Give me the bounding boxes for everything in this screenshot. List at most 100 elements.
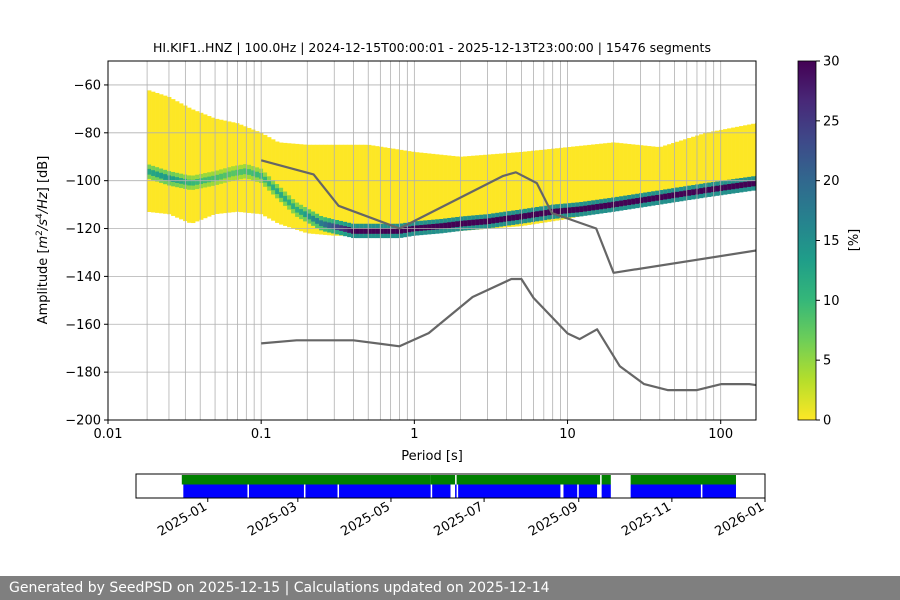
heatmap-cell [287, 199, 292, 206]
heatmap-cell [683, 190, 688, 197]
heatmap-cell [747, 124, 752, 187]
heatmap-cell [223, 172, 228, 179]
heatmap-cell [703, 187, 708, 194]
heatmap-cell [403, 150, 408, 234]
heatmap-cell [307, 144, 312, 234]
heatmap-cell [303, 144, 308, 233]
heatmap-cell [535, 150, 540, 224]
heatmap-cell [367, 228, 372, 234]
heatmap-cell [563, 207, 568, 214]
heatmap-cell [363, 144, 368, 236]
heatmap-cell [327, 222, 332, 229]
heatmap-cell [395, 228, 400, 234]
heatmap-cell [443, 155, 448, 232]
heatmap-cell [431, 153, 436, 233]
heatmap-cell [475, 219, 480, 226]
heatmap-cell [471, 155, 476, 230]
heatmap-cell [527, 151, 532, 225]
heatmap-cell [455, 156, 460, 232]
heatmap-cell [591, 204, 596, 211]
heatmap-cell [751, 123, 756, 186]
y-label-part: 2 [35, 230, 45, 236]
heatmap-cell [719, 185, 724, 191]
heatmap-cell [279, 192, 284, 198]
heatmap-cell [511, 214, 516, 221]
heatmap-cell [575, 146, 580, 217]
availability-segment [248, 484, 304, 498]
heatmap-cell [551, 148, 556, 222]
heatmap-cell [187, 107, 192, 223]
figure: HI.KIF1..HNZ | 100.0Hz | 2024-12-15T00:0… [35, 40, 862, 540]
y-tick-label: −60 [74, 78, 101, 93]
heatmap-cell [679, 191, 684, 197]
heatmap-cell [275, 141, 280, 223]
y-tick-label: −100 [65, 174, 101, 189]
heatmap-cell [739, 182, 744, 189]
heatmap-cell [223, 120, 228, 214]
heatmap-cell [539, 210, 544, 217]
heatmap-cell [339, 225, 344, 231]
y-axis: −200 −180 −160 −140 −120 −100 −80 −60 [65, 78, 108, 429]
availability-segment [563, 484, 578, 498]
heatmap-cell [427, 224, 432, 231]
heatmap-cell [331, 144, 336, 236]
heatmap-cell [295, 206, 300, 213]
heatmap-cell [555, 148, 560, 221]
heatmap-cell [631, 144, 636, 206]
heatmap-cell [643, 196, 648, 203]
heatmap-cell [491, 217, 496, 224]
heatmap-cell [647, 146, 652, 203]
heatmap-cell [387, 228, 392, 234]
heatmap-cell [395, 149, 400, 235]
heatmap-cell [579, 206, 584, 213]
heatmap-cell [311, 215, 316, 222]
heatmap-cell [311, 144, 316, 234]
heatmap-cell [287, 143, 292, 228]
y-label-part: /Hz [36, 191, 51, 214]
heatmap-cell [731, 127, 736, 189]
heatmap-cell [735, 126, 740, 189]
heatmap-cell [203, 114, 208, 219]
heatmap-cell [671, 192, 676, 199]
heatmap-cell [163, 95, 168, 214]
heatmap-cell [659, 146, 664, 200]
heatmap-cell [587, 144, 592, 215]
heatmap-cell [375, 146, 380, 236]
heatmap-cell [299, 144, 304, 232]
heatmap-cell [423, 224, 428, 231]
x-tick-label: 10 [559, 427, 576, 442]
colorbar-tick-label: 15 [823, 234, 840, 249]
heatmap-cell [691, 136, 696, 195]
heatmap-cell [391, 148, 396, 235]
colorbar [797, 60, 817, 421]
timeline-tick-label: 2025-07 [432, 499, 487, 539]
colorbar-axis: 0 5 10 15 20 25 30 [816, 55, 840, 429]
heatmap-cell [711, 131, 716, 192]
heatmap-cell [219, 173, 224, 180]
heatmap-cell [583, 205, 588, 212]
availability-segment [183, 484, 248, 498]
heatmap-cell [491, 154, 496, 229]
heatmap-cell [199, 178, 204, 184]
heatmap-cell [347, 144, 352, 236]
heatmap-cell [495, 217, 500, 223]
heatmap-cell [567, 146, 572, 219]
y-tick-label: −180 [65, 366, 101, 381]
y-tick-label: −80 [74, 126, 101, 141]
heatmap-cell [435, 154, 440, 233]
heatmap-cell [459, 220, 464, 227]
heatmap-cell [543, 210, 548, 216]
heatmap-cell [147, 90, 152, 212]
heatmap-cell [347, 227, 352, 233]
heatmap-cell [271, 184, 276, 191]
heatmap-cell [355, 144, 360, 236]
heatmap-cell [335, 144, 340, 236]
heatmap-cell [175, 101, 180, 218]
heatmap-cell [683, 139, 688, 196]
heatmap-cell [383, 228, 388, 234]
footer-text: Generated by SeedPSD on 2025-12-15 | Cal… [9, 580, 550, 596]
heatmap-cell [219, 119, 224, 214]
heatmap-cell [479, 155, 484, 230]
plot-frame [107, 60, 757, 421]
heatmap-cell [711, 186, 716, 193]
